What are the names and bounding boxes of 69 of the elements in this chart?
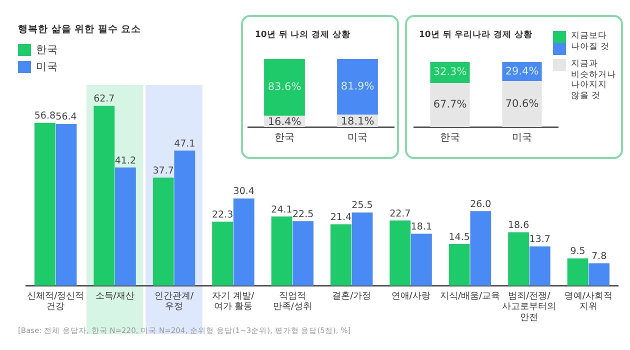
data-label: 24.1 <box>271 204 292 216</box>
x-tick-label: 결혼/가정 <box>332 291 372 302</box>
legend-label: 지금과 비슷하거나 나아지지 않을 것 <box>571 59 617 102</box>
x-tick-label: 신체적/정신적 건강 <box>27 291 84 312</box>
bar <box>352 212 373 286</box>
bar <box>152 178 174 286</box>
x-tick-label: 미국 <box>348 132 368 144</box>
data-label: 18.6 <box>508 220 530 232</box>
data-label: 32.3% <box>433 66 467 78</box>
data-label: 22.5 <box>292 208 314 220</box>
data-label: 26.0 <box>470 198 492 210</box>
data-label: 67.7% <box>433 98 467 111</box>
data-label: 29.4% <box>505 65 539 78</box>
data-label: 18.1% <box>340 116 374 128</box>
data-label: 62.7 <box>94 94 115 105</box>
bar <box>56 124 77 286</box>
bar <box>34 122 56 286</box>
data-label: 9.5 <box>570 246 586 258</box>
bar <box>508 232 529 286</box>
x-tick-label: 인간관계/ 우정 <box>154 291 194 312</box>
x-tick-label: 자기 계발/ 여가 활동 <box>212 291 256 312</box>
data-label: 41.2 <box>114 155 136 166</box>
legend-label: 미국 <box>36 61 58 74</box>
bar <box>411 234 432 286</box>
data-label: 14.5 <box>448 232 470 243</box>
data-label: 30.4 <box>233 186 254 198</box>
data-label: 7.8 <box>592 250 607 262</box>
x-tick-label: 한국 <box>440 132 460 144</box>
bar <box>567 258 588 286</box>
x-tick-label: 한국 <box>274 132 294 144</box>
bar <box>390 220 411 286</box>
x-tick-label: 지식/배움/교육 <box>440 291 500 302</box>
bar <box>529 246 550 286</box>
bar <box>212 222 233 286</box>
data-label: 81.9% <box>340 80 374 93</box>
chart-title: 10년 뒤 나의 경제 상황 <box>255 29 351 41</box>
data-label: 83.6% <box>268 81 302 94</box>
data-label: 16.4% <box>268 116 302 128</box>
x-tick-label: 소득/재산 <box>95 291 134 302</box>
x-tick-label: 범죄/전쟁/ 사고로부터의 안전 <box>502 291 556 323</box>
x-tick-label: 연애/사랑 <box>391 291 430 302</box>
data-label: 70.6% <box>505 98 539 110</box>
bar <box>292 221 314 286</box>
x-tick-label: 미국 <box>512 132 532 144</box>
data-label: 47.1 <box>174 138 196 150</box>
data-label: 22.3 <box>212 209 234 220</box>
data-label: 21.4 <box>330 212 352 223</box>
bar <box>233 198 254 286</box>
bar <box>330 224 352 286</box>
legend-label: 지금보다 나아질 것 <box>571 31 611 52</box>
x-tick-label: 명예/사회적 지위 <box>564 291 612 312</box>
data-label: 13.7 <box>529 234 550 246</box>
chart-title: 행복한 삶을 위한 필수 요소 <box>18 23 142 36</box>
data-label: 56.8 <box>34 110 56 122</box>
legend-label: 한국 <box>36 44 58 58</box>
bar <box>588 263 610 286</box>
data-label: 22.7 <box>390 208 411 220</box>
bar <box>271 216 292 286</box>
bar <box>174 150 196 286</box>
data-label: 37.7 <box>152 165 174 176</box>
chart-title: 10년 뒤 우리나라 경제 상황 <box>419 29 533 41</box>
data-label: 56.4 <box>56 112 77 123</box>
data-label: 18.1 <box>410 221 432 232</box>
bar <box>115 168 136 286</box>
data-label: 25.5 <box>352 200 373 212</box>
bar <box>470 211 492 286</box>
bar <box>94 106 115 286</box>
x-tick-label: 직업적 만족/성취 <box>272 291 312 312</box>
bar <box>448 244 470 286</box>
